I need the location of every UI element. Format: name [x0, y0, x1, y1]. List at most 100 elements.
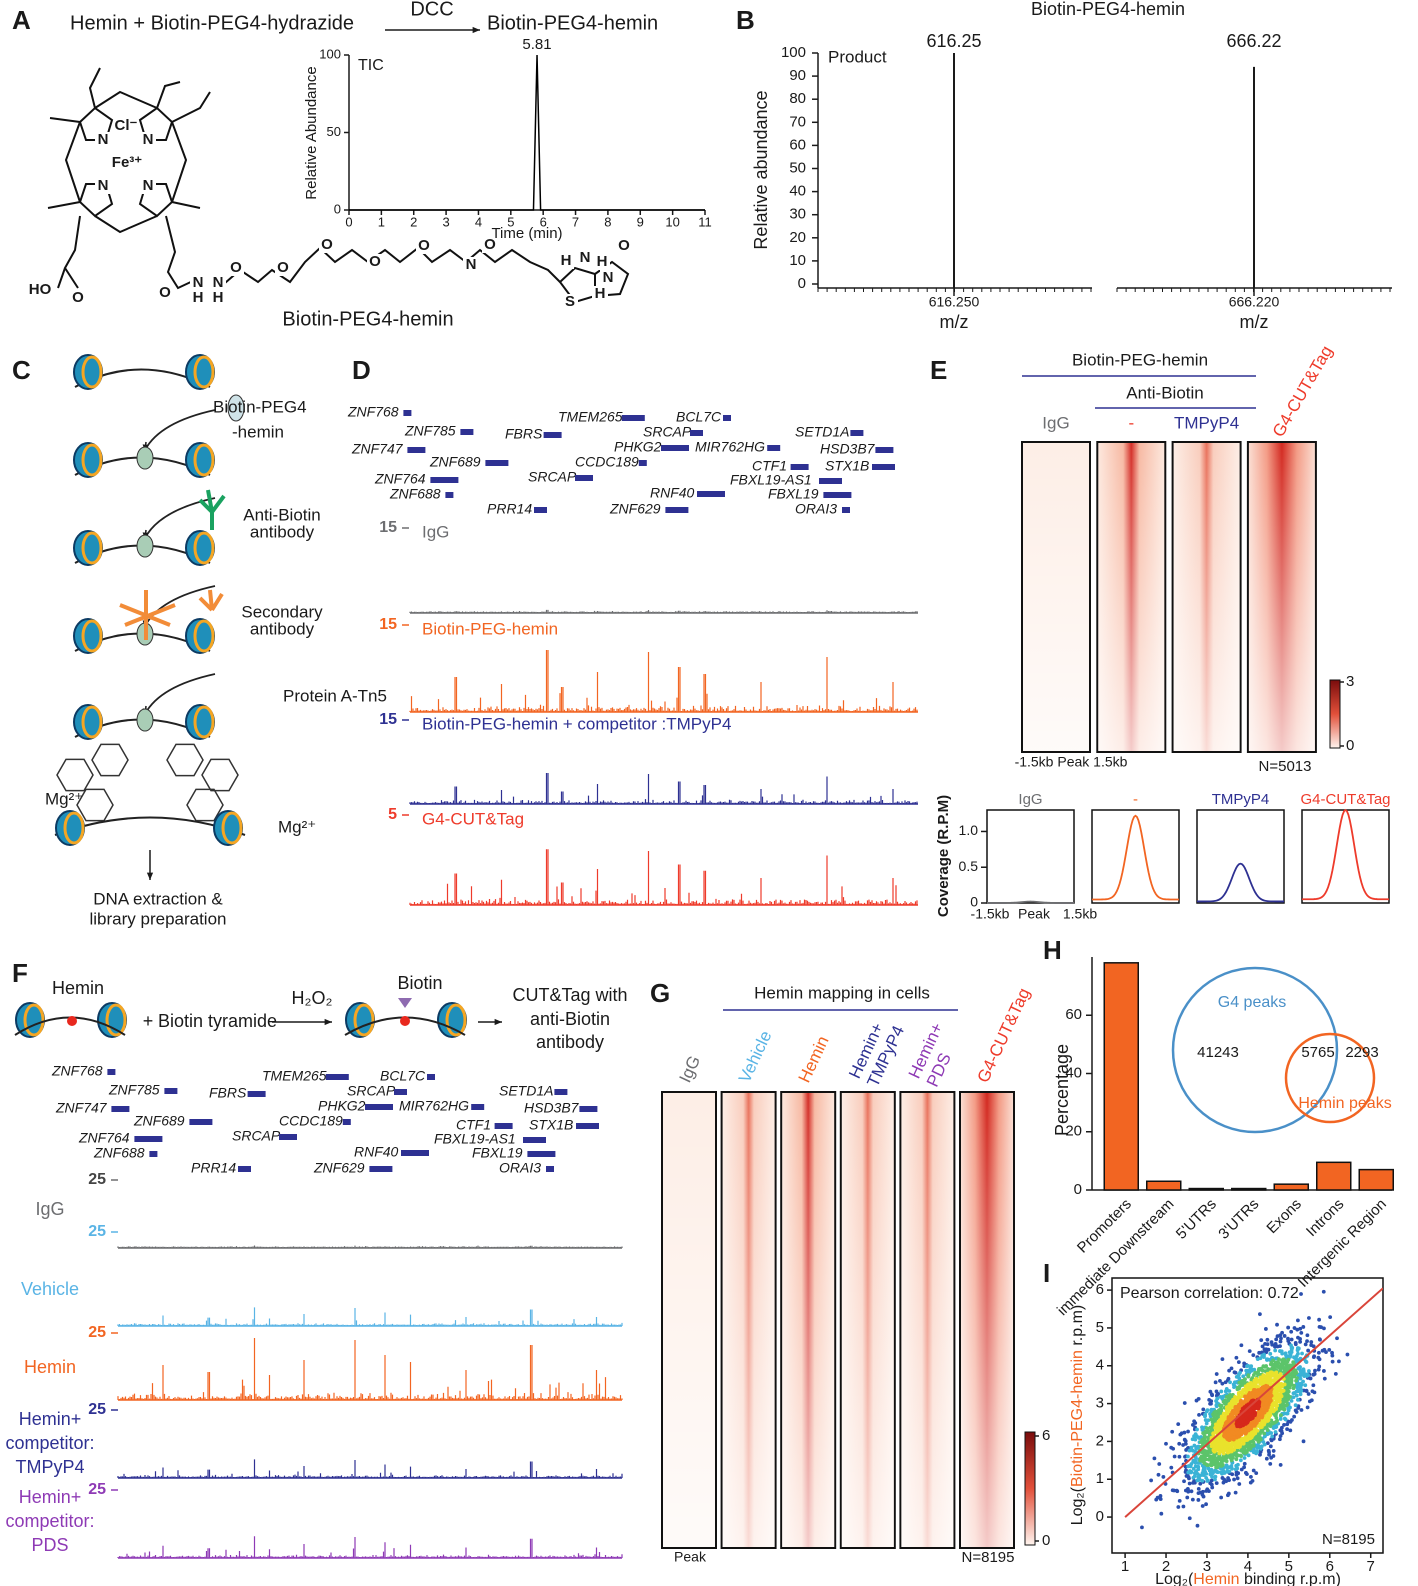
panel-label: E [930, 355, 947, 385]
gene-glyph [430, 477, 458, 483]
arrow-head [495, 1019, 502, 1025]
heatmap-fade [842, 1093, 894, 1547]
track-scale: 15 [379, 519, 397, 536]
atom-label: O [230, 259, 242, 276]
label: Biotin [397, 973, 442, 993]
density-dot [1244, 1471, 1248, 1475]
column-header: TMPyP4 [1174, 413, 1239, 432]
density-dot [1239, 1458, 1243, 1462]
gene-name: ZNF629 [313, 1160, 365, 1176]
label: Anti-Biotin [1126, 383, 1203, 402]
density-dot [1186, 1487, 1190, 1491]
density-dot [1229, 1464, 1233, 1468]
gene-glyph [576, 1123, 599, 1129]
gene-glyph [850, 430, 863, 436]
density-dot [1311, 1373, 1315, 1377]
y-tick-label: 0 [1096, 1508, 1104, 1525]
axis-title-part: Hemin [1193, 1571, 1239, 1586]
colorbar-label: 0 [1042, 1532, 1050, 1549]
x-tick-label: 7 [572, 214, 579, 229]
density-dot [1219, 1390, 1223, 1394]
y-tick-label: 90 [789, 67, 806, 84]
density-dot [1278, 1344, 1282, 1348]
bar [1274, 1184, 1308, 1190]
gene-name: FBXL19 [768, 486, 819, 502]
density-dot [1205, 1487, 1209, 1491]
colorbar-label: 6 [1042, 1427, 1050, 1444]
x-tick-label: 7 [1367, 1558, 1375, 1575]
density-dot [1195, 1428, 1199, 1432]
density-dot [1159, 1512, 1163, 1516]
profile-title: TMPyP4 [1212, 791, 1270, 808]
track-scale: 25 [88, 1401, 106, 1418]
density-dot [1196, 1498, 1200, 1502]
density-dot [1227, 1389, 1231, 1393]
density-dot [1318, 1325, 1322, 1329]
density-dot [1266, 1342, 1270, 1346]
tn5-hex [57, 759, 93, 790]
x-tick-label: 666.220 [1229, 294, 1280, 310]
column-header: IgG [675, 1053, 704, 1086]
gene-glyph [639, 460, 647, 466]
density-dot [1192, 1479, 1196, 1483]
signal-track [410, 773, 917, 804]
density-dot [1184, 1442, 1188, 1446]
density-dot [1285, 1427, 1289, 1431]
density-dot [1322, 1369, 1326, 1373]
density-dot [1215, 1372, 1219, 1376]
gene-name: PHKG2 [318, 1098, 366, 1114]
atom-label: H [595, 285, 606, 302]
gene-glyph [279, 1134, 297, 1140]
label: m/z [940, 312, 969, 332]
density-dot [1209, 1402, 1213, 1406]
density-dot [1290, 1399, 1294, 1403]
bar [1232, 1189, 1266, 1190]
x-tick-label: 2 [410, 214, 417, 229]
gene-name: FBRS [209, 1085, 247, 1101]
gene-glyph [326, 1074, 349, 1080]
density-dot [1268, 1462, 1272, 1466]
density-dot [1252, 1368, 1256, 1372]
density-dot [1196, 1524, 1200, 1528]
density-dot [1311, 1389, 1315, 1393]
density-dot [1177, 1442, 1181, 1446]
density-dot [1197, 1413, 1201, 1417]
track-name: IgG [35, 1199, 64, 1219]
axis-title: Log₂(Biotin-PEG4-hemin r.p.m) [1069, 1305, 1086, 1526]
panel-label: A [12, 5, 31, 35]
gene-name: BCL7C [676, 409, 722, 425]
gene-glyph [445, 492, 453, 498]
y-tick-label: 50 [789, 159, 806, 176]
gene-glyph [495, 1123, 513, 1129]
density-dot [1197, 1487, 1201, 1491]
signal-track [410, 849, 917, 905]
y-tick-label: 3 [1096, 1395, 1104, 1412]
density-dot [1317, 1318, 1321, 1322]
label: N=8195 [962, 1549, 1015, 1566]
track-scale: 25 [88, 1324, 106, 1341]
density-dot [1317, 1365, 1321, 1369]
density-dot [1234, 1491, 1238, 1495]
atom-label: H [597, 253, 608, 270]
tn5-hex [167, 744, 203, 775]
y-tick-label: 20 [789, 229, 806, 246]
track-scale: 15 [379, 616, 397, 633]
label: H₂O₂ [292, 988, 333, 1008]
density-dot [1214, 1475, 1218, 1479]
label: Hemin mapping in cells [754, 983, 930, 1002]
gene-glyph [427, 1074, 435, 1080]
gene-glyph [842, 507, 850, 513]
atom-label: N [98, 131, 109, 148]
density-dot [1207, 1467, 1211, 1471]
bar [1317, 1162, 1351, 1190]
profile-box [1197, 810, 1284, 903]
density-dot [1307, 1369, 1311, 1373]
density-dot [1178, 1499, 1182, 1503]
gene-glyph [238, 1166, 251, 1172]
density-dot [1279, 1463, 1283, 1467]
gene-glyph [527, 1151, 555, 1157]
density-dot [1328, 1315, 1332, 1319]
atom-label: O [618, 237, 630, 254]
density-dot [1309, 1343, 1313, 1347]
label: antibody [250, 619, 315, 638]
